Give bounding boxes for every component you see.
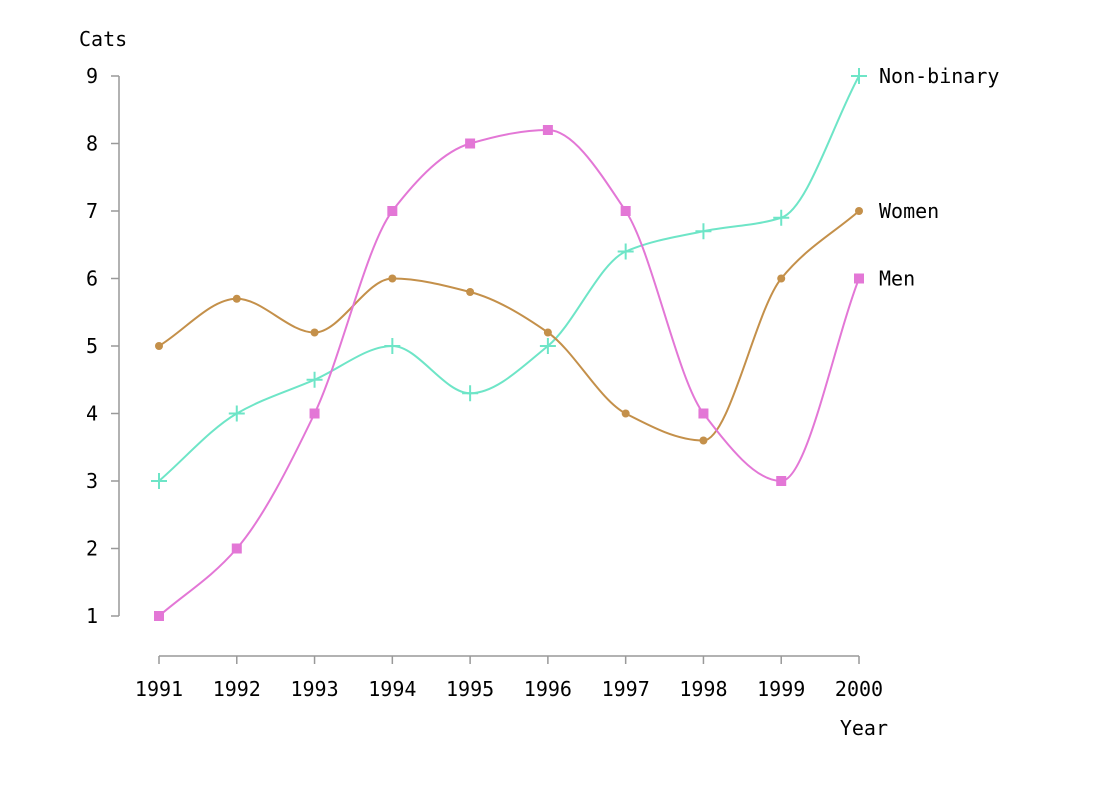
data-point-women	[777, 274, 786, 283]
data-point-men	[387, 206, 398, 216]
series-line-women	[158, 210, 860, 442]
y-tick-label: 4	[86, 402, 98, 426]
x-tick-label: 1992	[213, 677, 261, 701]
data-point-women	[155, 342, 163, 350]
series-line-men	[158, 128, 860, 617]
data-point-non-binary	[695, 223, 712, 240]
x-tick-label: 1993	[290, 677, 338, 701]
data-point-women	[621, 409, 630, 418]
data-point-women	[388, 274, 397, 283]
x-tick-label: 1991	[135, 677, 183, 701]
y-tick-label: 9	[86, 64, 98, 88]
x-tick-label: 1999	[757, 677, 805, 701]
data-point-men	[465, 138, 476, 149]
series-men: Men	[154, 125, 915, 621]
series-women: Women	[155, 199, 939, 445]
y-axis-title: Cats	[79, 27, 127, 51]
data-point-men	[620, 206, 631, 216]
data-point-men	[231, 543, 242, 554]
data-point-non-binary	[617, 243, 634, 260]
data-point-non-binary	[851, 68, 867, 84]
x-tick-label: 1994	[368, 677, 416, 701]
x-tick-label: 1996	[524, 677, 572, 701]
data-point-non-binary	[306, 371, 323, 388]
data-point-non-binary	[384, 338, 401, 354]
x-tick-label: 1995	[446, 677, 494, 701]
x-tick-label: 1997	[602, 677, 650, 701]
y-tick-label: 6	[86, 267, 98, 291]
data-point-women	[699, 436, 708, 445]
data-point-women	[466, 288, 475, 296]
data-point-men	[154, 611, 164, 621]
data-point-men	[854, 273, 864, 284]
data-point-non-binary	[228, 405, 245, 422]
series-label-women: Women	[879, 199, 939, 223]
y-tick-label: 1	[86, 604, 98, 628]
series-non-binary: Non-binary	[151, 64, 999, 489]
series-label-men: Men	[879, 267, 915, 291]
data-point-men	[698, 408, 709, 419]
series-line-non-binary	[158, 75, 860, 482]
data-point-women	[232, 294, 241, 303]
data-point-non-binary	[462, 385, 479, 402]
y-tick-label: 2	[86, 537, 98, 561]
data-point-non-binary	[539, 338, 556, 354]
series-label-non-binary: Non-binary	[879, 64, 999, 88]
data-point-men	[309, 408, 320, 419]
y-tick-label: 8	[86, 132, 98, 156]
data-point-non-binary	[773, 209, 790, 226]
x-axis: 1991 1992 1993 1994 1995 1996 1997 1998 1999 2000	[135, 655, 883, 701]
y-tick-label: 7	[86, 199, 98, 223]
data-point-men	[776, 476, 787, 486]
y-tick-label: 3	[86, 469, 98, 493]
data-point-women	[310, 328, 319, 337]
y-tick-label: 5	[86, 334, 98, 358]
data-point-men	[542, 125, 553, 135]
series-layer: Non-binary Women Men	[151, 64, 999, 621]
x-tick-label: 2000	[835, 677, 883, 701]
y-axis: 1 2 3 4 5 6 7 8 9	[86, 64, 120, 628]
x-axis-title: Year	[840, 716, 888, 740]
data-point-non-binary	[151, 473, 167, 489]
data-point-women	[855, 207, 863, 215]
data-point-women	[543, 328, 552, 337]
x-tick-label: 1998	[679, 677, 727, 701]
